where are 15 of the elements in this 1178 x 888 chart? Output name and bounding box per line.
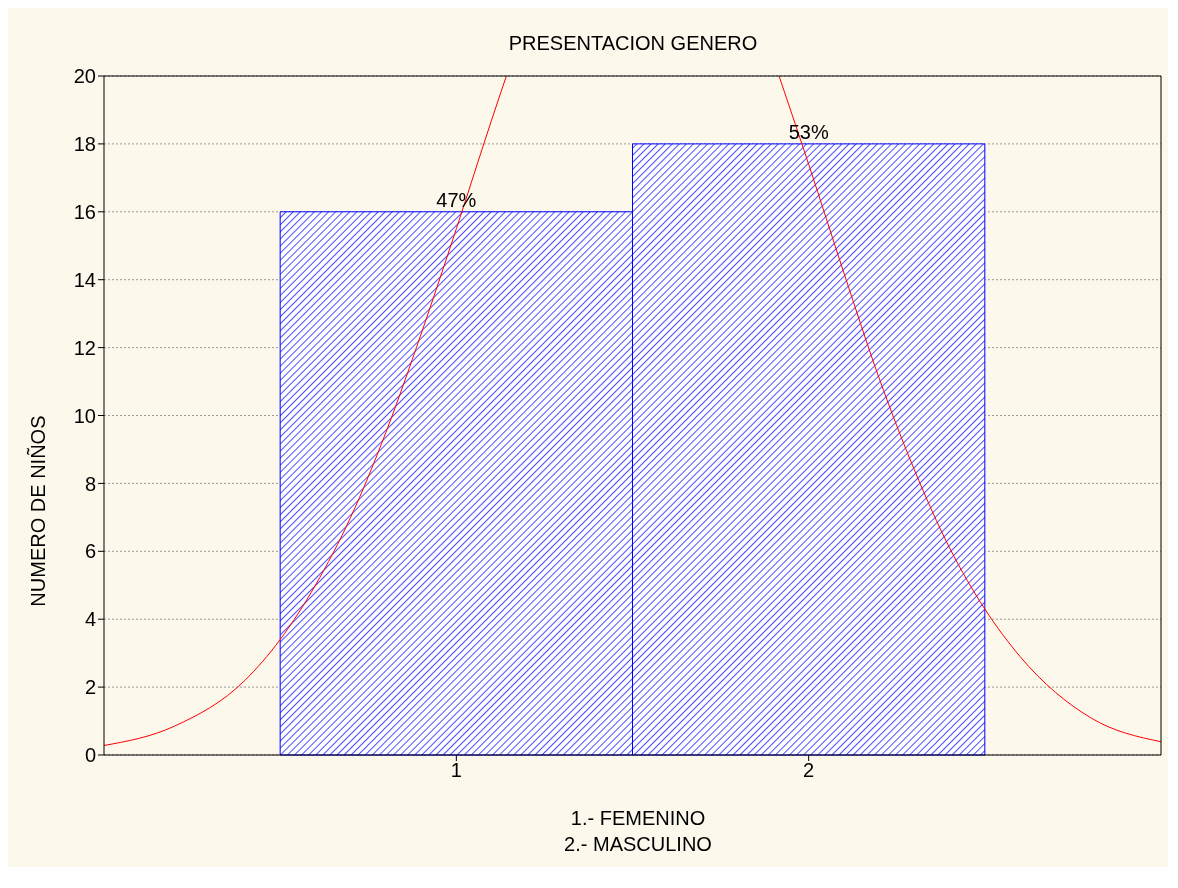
- y-tick-label: 0: [84, 744, 96, 767]
- y-tick-label: 2: [84, 676, 96, 699]
- y-tick-label: 20: [73, 65, 96, 88]
- y-tick-label: 8: [84, 472, 96, 495]
- y-tick-label: 16: [73, 200, 96, 223]
- y-tick-label: 12: [73, 336, 96, 359]
- y-tick-label: 6: [84, 540, 96, 563]
- y-tick-label: 14: [73, 268, 96, 291]
- x-tick-label: 1: [450, 759, 462, 782]
- y-axis-title: NUMERO DE NIÑOS: [26, 415, 50, 607]
- y-tick-label: 4: [84, 608, 96, 631]
- y-tick-label: 10: [73, 404, 96, 427]
- x-axis-title: 1.- FEMENINO 2.- MASCULINO: [563, 806, 713, 857]
- chart-title: PRESENTACION GENERO: [507, 31, 759, 56]
- y-tick-label: 18: [73, 133, 96, 155]
